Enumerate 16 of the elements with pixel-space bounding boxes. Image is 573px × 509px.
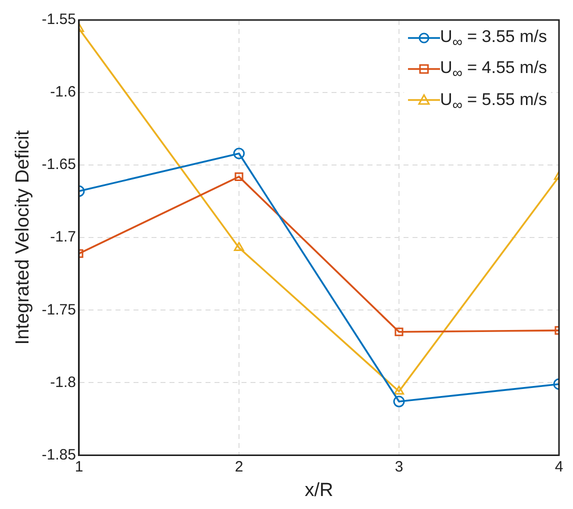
x-axis-title: x/R bbox=[304, 480, 334, 501]
legend-label: U$_{∞}$ = 5.55 m/s bbox=[440, 90, 547, 114]
legend-label: U$_{∞}$ = 3.55 m/s bbox=[440, 27, 547, 50]
x-tick-label: 4 bbox=[554, 458, 564, 476]
y-tick-label: -1.7 bbox=[50, 228, 76, 246]
legend-label: U$_{∞}$ = 4.55 m/s bbox=[440, 58, 547, 82]
y-tick-label: -1.65 bbox=[42, 156, 76, 174]
y-tick-label: -1.6 bbox=[50, 84, 76, 101]
y-tick-label: -1.75 bbox=[42, 301, 76, 318]
x-tick-label: 3 bbox=[394, 458, 404, 476]
y-tick-label: -1.8 bbox=[50, 374, 76, 391]
y-tick-label: -1.55 bbox=[42, 11, 76, 28]
x-tick-label: 2 bbox=[234, 458, 244, 476]
y-axis-title: Integrated Velocity Deficit bbox=[12, 130, 34, 345]
x-tick-label: 1 bbox=[74, 458, 84, 476]
y-tick-label: -1.85 bbox=[42, 446, 76, 464]
